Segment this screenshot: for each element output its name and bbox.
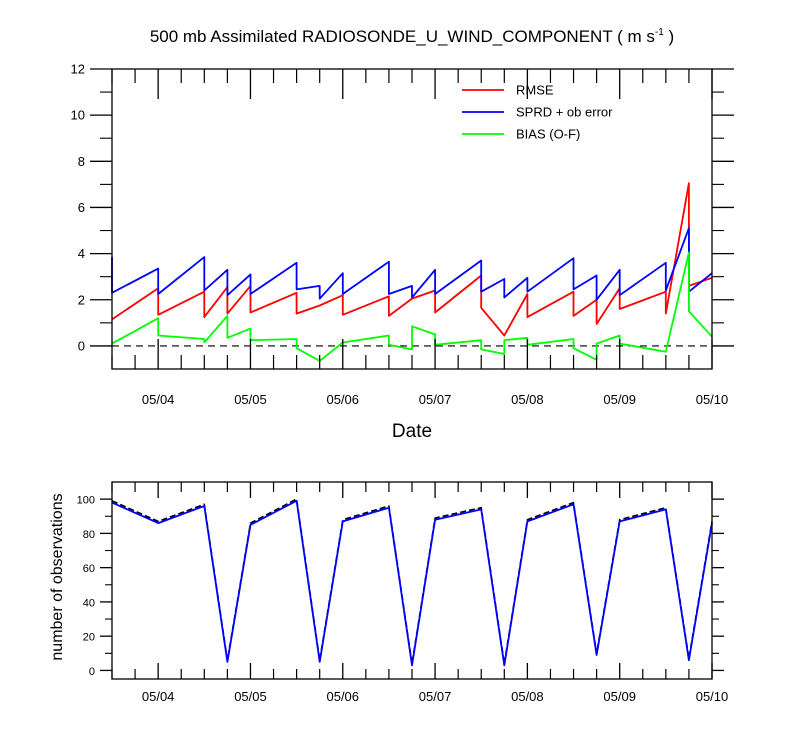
top-x-tick-label: 05/07 [419,392,452,407]
top-y-tick-label: 6 [78,200,85,215]
top-x-tick-label: 05/08 [511,392,544,407]
top-x-axis-title: Date [392,421,432,442]
top-y-tick-label: 2 [78,292,85,307]
bottom-x-tick-label: 05/06 [326,689,359,704]
top-x-tick-label: 05/04 [142,392,175,407]
top-y-tick-label: 10 [71,108,85,123]
legend-label-2: BIAS (O-F) [516,127,580,142]
legend-label-0: RMSE [516,83,554,98]
top-x-tick-label: 05/10 [696,392,729,407]
chart-title: 500 mb Assimilated RADIOSONDE_U_WIND_COM… [150,27,674,46]
bottom-y-tick-label: 20 [83,632,95,644]
chart-title-end: ) [664,27,674,46]
bottom-frame [111,481,713,680]
bottom-series-line-1 [111,499,713,667]
chart-title-superscript: -1 [655,27,664,38]
bottom-panel: 05/04 05/05 05/06 05/07 05/08 05/09 05/10 0 20 40… [77,481,729,704]
bottom-series-line-0 [111,498,713,665]
top-series-line-1 [111,227,713,301]
bottom-y-tick-label: 80 [83,529,95,541]
top-panel: 05/04 05/05 05/06 05/07 05/08 05/09 05/10 0 2 4 6 8… [71,62,734,407]
legend-label-1: SPRD + ob error [516,105,613,120]
top-x-tick-label: 05/09 [603,392,636,407]
top-y-tick-label: 12 [71,62,85,77]
top-y-tick-label: 8 [78,154,85,169]
bottom-x-tick-label: 05/07 [419,689,452,704]
top-y-tick-label: 4 [78,246,85,261]
top-x-tick-label: 05/06 [326,392,359,407]
bottom-y-tick-label: 0 [89,666,95,678]
top-frame [111,68,713,370]
bottom-y-tick-label: 40 [83,597,95,609]
bottom-y-tick-label: 60 [83,563,95,575]
bottom-x-tick-label: 05/05 [234,689,267,704]
chart-title-main: 500 mb Assimilated RADIOSONDE_U_WIND_COM… [150,27,655,46]
top-x-tick-label: 05/05 [234,392,267,407]
top-y-tick-label: 0 [78,338,85,353]
bottom-x-tick-label: 05/09 [603,689,636,704]
top-series-line-2 [111,251,713,362]
bottom-y-tick-label: 100 [77,495,95,507]
bottom-x-tick-label: 05/04 [142,689,175,704]
bottom-y-axis-title: number of observations [49,493,66,660]
bottom-x-tick-label: 05/08 [511,689,544,704]
bottom-x-tick-label: 05/10 [696,689,729,704]
